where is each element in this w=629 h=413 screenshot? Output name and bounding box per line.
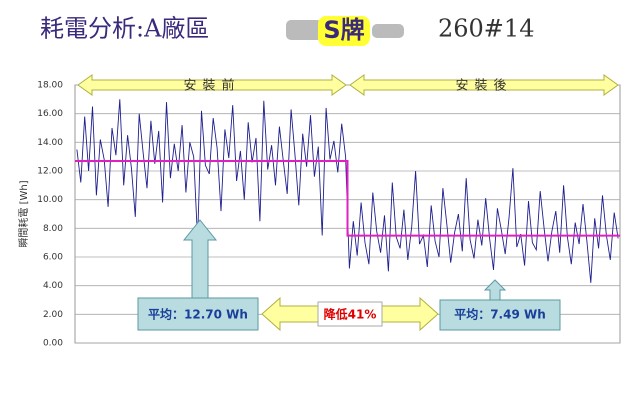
mean-label: 平均：7.49 Wh [454,307,546,322]
callout [137,297,259,331]
callout [439,299,561,331]
arrow [77,74,347,96]
blurred-text [286,20,322,40]
y-axis-label: 瞬間耗電 [Wh] [17,180,30,247]
brand-highlight [318,16,370,46]
y-tick-label: 2.00 [43,310,63,320]
model: 260#14 [438,15,534,43]
annotations [77,74,619,332]
y-tick-label: 12.00 [37,167,63,177]
reduction-label: 降低41% [324,307,377,322]
brand: S牌 [323,16,364,44]
mean-line [75,160,620,237]
reduction-box [317,301,383,327]
arrow [349,74,619,96]
y-tick-label: 14.00 [37,138,63,148]
blurred-text [372,24,404,38]
segment-label: 安裝後 [455,79,512,94]
segment-label: 安裝前 [183,78,240,94]
y-tick-label: 10.00 [37,195,63,205]
y-tick-label: 0.00 [43,339,63,349]
y-tick-label: 6.00 [43,253,63,263]
chart-title: 耗電分析:A廠區 [40,15,209,43]
mean-label: 平均：12.70 Wh [148,307,248,322]
y-tick-label: 8.00 [43,224,63,234]
y-tick-label: 4.00 [43,281,63,291]
y-tick-label: 18.00 [37,81,63,91]
y-tick-label: 16.00 [37,109,63,119]
